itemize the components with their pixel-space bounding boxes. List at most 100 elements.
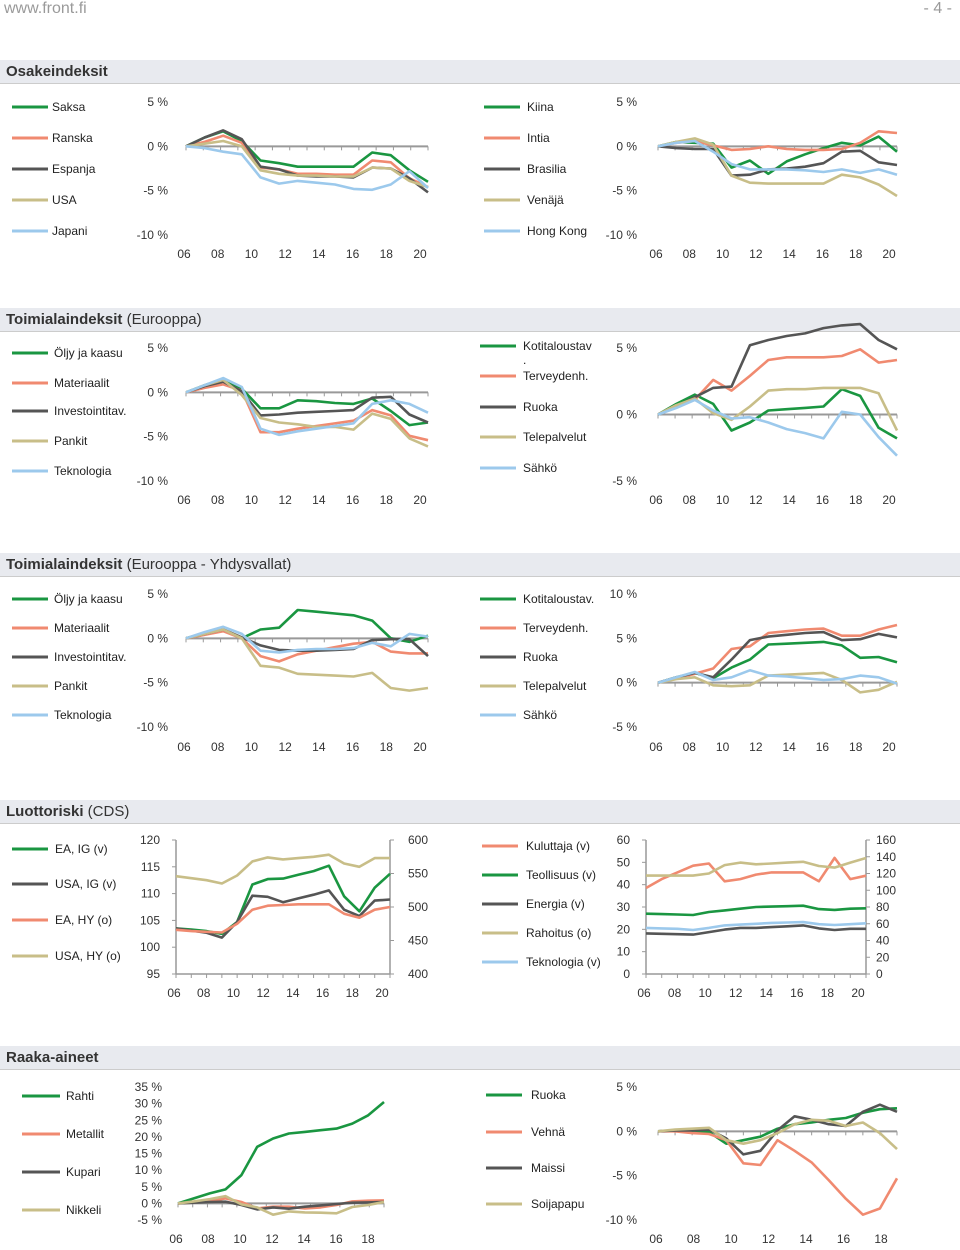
y-tick-label-right: 100 — [876, 883, 896, 897]
y-tick-label: 5 % — [616, 341, 637, 355]
y-tick-label: 0 % — [147, 631, 168, 645]
series-line-maissi — [657, 1103, 898, 1156]
x-tick-label: 12 — [278, 493, 292, 507]
x-tick-label: 16 — [816, 493, 830, 507]
legend-label: Nikkeli — [66, 1203, 101, 1217]
y-tick-label-right: 20 — [876, 950, 890, 964]
site-url[interactable]: www.front.fi — [4, 0, 87, 17]
series-line-teknologia-v — [645, 920, 867, 932]
y-tick-label: 35 % — [135, 1080, 163, 1094]
x-tick-label: 18 — [380, 247, 394, 261]
y-tick-label: 5 % — [141, 1180, 162, 1194]
legend-label: Ruoka — [531, 1088, 566, 1102]
series-line-ruoka — [657, 322, 898, 416]
x-tick-label: 06 — [637, 986, 651, 1000]
x-tick-label: 08 — [211, 493, 225, 507]
y-tick-label-right: 450 — [408, 934, 428, 948]
x-tick-label: 14 — [799, 1232, 813, 1246]
y-tick-label-left: 30 — [617, 900, 631, 914]
series-line-rahti — [177, 1101, 385, 1205]
legend-label: USA, HY (o) — [55, 949, 121, 963]
x-tick-label: 12 — [749, 740, 763, 754]
y-tick-label-right: 60 — [876, 917, 890, 931]
legend-label: Intia — [527, 131, 550, 145]
x-tick-label: 14 — [782, 247, 796, 261]
x-tick-label: 18 — [380, 493, 394, 507]
legend-label: EA, HY (o) — [55, 913, 112, 927]
x-tick-label: 10 — [233, 1232, 247, 1246]
y-tick-label-left: 105 — [140, 913, 160, 927]
x-tick-label: 20 — [882, 740, 896, 754]
y-tick-label-right: 80 — [876, 900, 890, 914]
series-line-usa-ig-v — [175, 889, 391, 939]
x-tick-label: 10 — [245, 247, 259, 261]
y-tick-label: -10 % — [137, 474, 169, 488]
legend-label: USA — [52, 193, 77, 207]
legend-label: Maissi — [531, 1161, 565, 1175]
series-line-sähkö — [657, 668, 898, 685]
x-tick-label: 08 — [683, 493, 697, 507]
y-tick-label: -10 % — [137, 720, 169, 734]
legend-label: Materiaalit — [54, 376, 110, 390]
y-tick-label: 20 % — [135, 1130, 163, 1144]
y-tick-label-right: 160 — [876, 833, 896, 847]
x-tick-label: 16 — [790, 986, 804, 1000]
series-line-materiaalit — [185, 383, 429, 442]
legend-label: Metallit — [66, 1127, 105, 1141]
x-tick-label: 08 — [683, 740, 697, 754]
x-tick-label: 14 — [312, 493, 326, 507]
y-tick-label-right: 600 — [408, 833, 428, 847]
series-line-soijapapu — [657, 1118, 898, 1151]
legend-label: Investointitav. — [54, 404, 126, 418]
x-tick-label: 16 — [816, 740, 830, 754]
y-tick-label-left: 50 — [617, 855, 631, 869]
y-tick-label-left: 120 — [140, 833, 160, 847]
x-tick-label: 08 — [211, 247, 225, 261]
y-tick-label: -5 % — [143, 676, 168, 690]
x-tick-label: 10 — [227, 986, 241, 1000]
x-tick-label: 18 — [821, 986, 835, 1000]
legend-label: Kuluttaja (v) — [526, 839, 590, 853]
series-line-sähkö — [657, 398, 898, 457]
legend-label: Brasilia — [527, 162, 567, 176]
series-line-usa — [185, 139, 429, 189]
y-tick-label-right: 550 — [408, 867, 428, 881]
legend-label: Vehnä — [531, 1125, 565, 1139]
section-title-toimialaindeksit-eu-usa: Toimialaindeksit (Eurooppa - Yhdysvallat… — [0, 553, 960, 577]
y-tick-label: 0 % — [141, 1196, 162, 1210]
y-tick-label-left: 40 — [617, 878, 631, 892]
x-tick-label: 12 — [749, 493, 763, 507]
x-tick-label: 08 — [668, 986, 682, 1000]
legend-label: Ranska — [52, 131, 93, 145]
legend-label: . — [523, 353, 526, 367]
series-line-ea-ig-v — [175, 864, 391, 936]
x-tick-label: 10 — [724, 1232, 738, 1246]
x-tick-label: 16 — [316, 986, 330, 1000]
legend-label: Kiina — [527, 100, 554, 114]
legend-label: Japani — [52, 224, 87, 238]
x-tick-label: 18 — [849, 247, 863, 261]
x-tick-label: 12 — [256, 986, 270, 1000]
series-line-nikkeli — [177, 1194, 385, 1216]
x-tick-label: 06 — [649, 493, 663, 507]
x-tick-label: 12 — [278, 740, 292, 754]
legend-label: EA, IG (v) — [55, 842, 108, 856]
x-tick-label: 08 — [197, 986, 211, 1000]
x-tick-label: 14 — [782, 740, 796, 754]
x-tick-label: 16 — [837, 1232, 851, 1246]
x-tick-label: 06 — [649, 1232, 663, 1246]
series-line-pankit — [185, 378, 429, 448]
y-tick-label-right: 40 — [876, 934, 890, 948]
legend-label: Terveydenh. — [523, 621, 588, 635]
x-tick-label: 14 — [312, 247, 326, 261]
y-tick-label-left: 95 — [147, 967, 161, 981]
y-tick-label-right: 400 — [408, 967, 428, 981]
x-tick-label: 06 — [169, 1232, 183, 1246]
series-line-pankit — [185, 628, 429, 692]
x-tick-label: 18 — [380, 740, 394, 754]
y-tick-label: 0 % — [147, 385, 168, 399]
legend-label: Ruoka — [523, 400, 558, 414]
x-tick-label: 10 — [716, 247, 730, 261]
y-tick-label-left: 100 — [140, 940, 160, 954]
legend-label: Venäjä — [527, 193, 564, 207]
